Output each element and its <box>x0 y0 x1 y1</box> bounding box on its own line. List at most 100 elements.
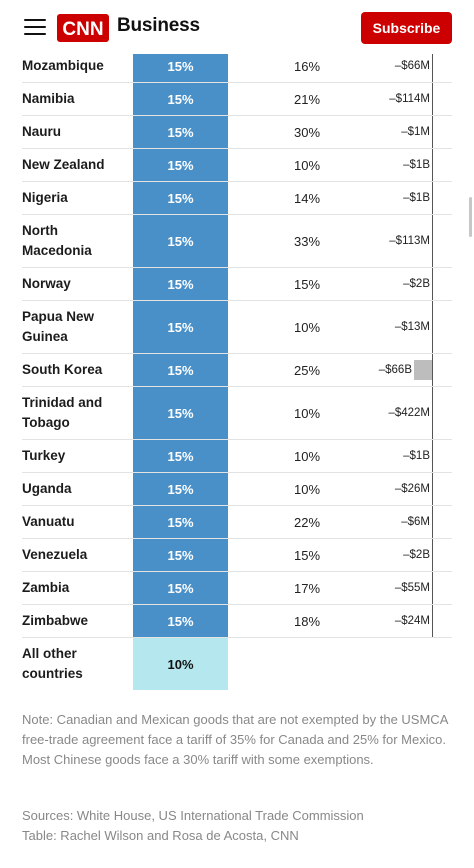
new-tariff-rate: 15% <box>133 354 228 386</box>
previous-tariff-rate: 21% <box>293 91 321 107</box>
trade-balance: –$2B <box>403 278 430 290</box>
country-name: Nauru <box>22 124 62 139</box>
credit-line: Table: Rachel Wilson and Rosa de Acosta,… <box>22 828 299 843</box>
new-tariff-rate: 15% <box>133 116 228 148</box>
previous-tariff-rate: 33% <box>293 233 321 249</box>
previous-tariff-rate: 15% <box>293 276 321 292</box>
trade-balance: –$422M <box>388 407 430 419</box>
table-row: Nigeria 15% 14% –$1B <box>22 182 452 215</box>
trade-balance: –$114M <box>389 93 430 105</box>
table-row: South Korea 15% 25% –$66B <box>22 354 452 387</box>
trade-deficit-bar <box>414 360 432 380</box>
new-tariff-rate: 15% <box>133 506 228 538</box>
table-row: Papua New Guinea 15% 10% –$13M <box>22 301 452 354</box>
trade-axis-line <box>432 506 433 538</box>
new-tariff-rate: 15% <box>133 473 228 505</box>
tariff-table: Mozambique 15% 16% –$66M Namibia 15% 21% –$114M… <box>22 50 452 690</box>
country-name: New Zealand <box>22 157 105 172</box>
svg-text:CNN: CNN <box>62 19 103 40</box>
site-header: CNN Business Subscribe <box>0 0 474 54</box>
new-tariff-rate: 15% <box>133 215 228 267</box>
new-tariff-rate: 15% <box>133 572 228 604</box>
country-name: Norway <box>22 276 71 291</box>
scrollbar[interactable] <box>469 197 472 237</box>
previous-tariff-rate: 15% <box>293 547 321 563</box>
trade-balance: –$13M <box>394 321 430 333</box>
country-name: Nigeria <box>22 190 68 205</box>
trade-axis-line <box>432 539 433 571</box>
trade-axis-line <box>432 215 433 267</box>
country-name: Turkey <box>22 448 66 463</box>
trade-axis-line <box>432 572 433 604</box>
country-name: All other countries <box>22 646 83 681</box>
hamburger-menu-icon[interactable] <box>24 19 46 37</box>
new-tariff-rate: 15% <box>133 387 228 439</box>
new-tariff-rate: 15% <box>133 50 228 82</box>
table-sources: Sources: White House, US International T… <box>22 806 450 846</box>
previous-tariff-rate: 10% <box>293 405 321 421</box>
country-name: Mozambique <box>22 58 104 73</box>
previous-tariff-rate: 22% <box>293 514 321 530</box>
trade-balance: –$1M <box>401 126 430 138</box>
previous-tariff-rate: 10% <box>293 319 321 335</box>
country-name: Venezuela <box>22 547 88 562</box>
new-tariff-rate: 10% <box>133 638 228 690</box>
table-row: Namibia 15% 21% –$114M <box>22 83 452 116</box>
trade-balance: –$1B <box>403 192 430 204</box>
table-row: Norway 15% 15% –$2B <box>22 268 452 301</box>
table-row-other: All other countries 10% <box>22 638 452 690</box>
trade-balance: –$24M <box>394 615 430 627</box>
table-row: Trinidad and Tobago 15% 10% –$422M <box>22 387 452 440</box>
country-name: Papua New Guinea <box>22 309 95 344</box>
previous-tariff-rate: 10% <box>293 481 321 497</box>
new-tariff-rate: 15% <box>133 149 228 181</box>
country-name: Uganda <box>22 481 72 496</box>
trade-balance: –$2B <box>403 549 430 561</box>
trade-axis-line <box>432 354 433 386</box>
table-row: Vanuatu 15% 22% –$6M <box>22 506 452 539</box>
subscribe-button[interactable]: Subscribe <box>361 12 452 44</box>
new-tariff-rate: 15% <box>133 182 228 214</box>
trade-axis-line <box>432 440 433 472</box>
trade-balance: –$1B <box>403 450 430 462</box>
trade-axis-line <box>432 301 433 353</box>
trade-balance: –$6M <box>401 516 430 528</box>
trade-axis-line <box>432 268 433 300</box>
new-tariff-rate: 15% <box>133 301 228 353</box>
country-name: South Korea <box>22 362 103 377</box>
trade-balance: –$55M <box>394 582 430 594</box>
trade-balance: –$26M <box>394 483 430 495</box>
previous-tariff-rate: 30% <box>293 124 321 140</box>
new-tariff-rate: 15% <box>133 605 228 637</box>
table-row: Mozambique 15% 16% –$66M <box>22 50 452 83</box>
country-name: Vanuatu <box>22 514 75 529</box>
table-row: Venezuela 15% 15% –$2B <box>22 539 452 572</box>
previous-tariff-rate: 10% <box>293 448 321 464</box>
country-name: Zambia <box>22 580 70 595</box>
trade-balance: –$1B <box>403 159 430 171</box>
table-row: Zambia 15% 17% –$55M <box>22 572 452 605</box>
table-row: Nauru 15% 30% –$1M <box>22 116 452 149</box>
trade-axis-line <box>432 149 433 181</box>
trade-axis-line <box>432 50 433 82</box>
trade-axis-line <box>432 473 433 505</box>
previous-tariff-rate: 10% <box>293 157 321 173</box>
country-name: Trinidad and Tobago <box>22 395 103 430</box>
section-title[interactable]: Business <box>117 15 200 36</box>
table-row: Zimbabwe 15% 18% –$24M <box>22 605 452 638</box>
cnn-logo[interactable]: CNN <box>57 14 109 42</box>
new-tariff-rate: 15% <box>133 440 228 472</box>
trade-balance: –$113M <box>389 235 430 247</box>
new-tariff-rate: 15% <box>133 539 228 571</box>
trade-axis-line <box>432 387 433 439</box>
country-name: Namibia <box>22 91 75 106</box>
previous-tariff-rate: 14% <box>293 190 321 206</box>
previous-tariff-rate: 16% <box>293 58 321 74</box>
new-tariff-rate: 15% <box>133 83 228 115</box>
previous-tariff-rate: 25% <box>293 362 321 378</box>
previous-tariff-rate: 18% <box>293 613 321 629</box>
table-row: Turkey 15% 10% –$1B <box>22 440 452 473</box>
previous-tariff-rate: 17% <box>293 580 321 596</box>
new-tariff-rate: 15% <box>133 268 228 300</box>
country-name: Zimbabwe <box>22 613 89 628</box>
